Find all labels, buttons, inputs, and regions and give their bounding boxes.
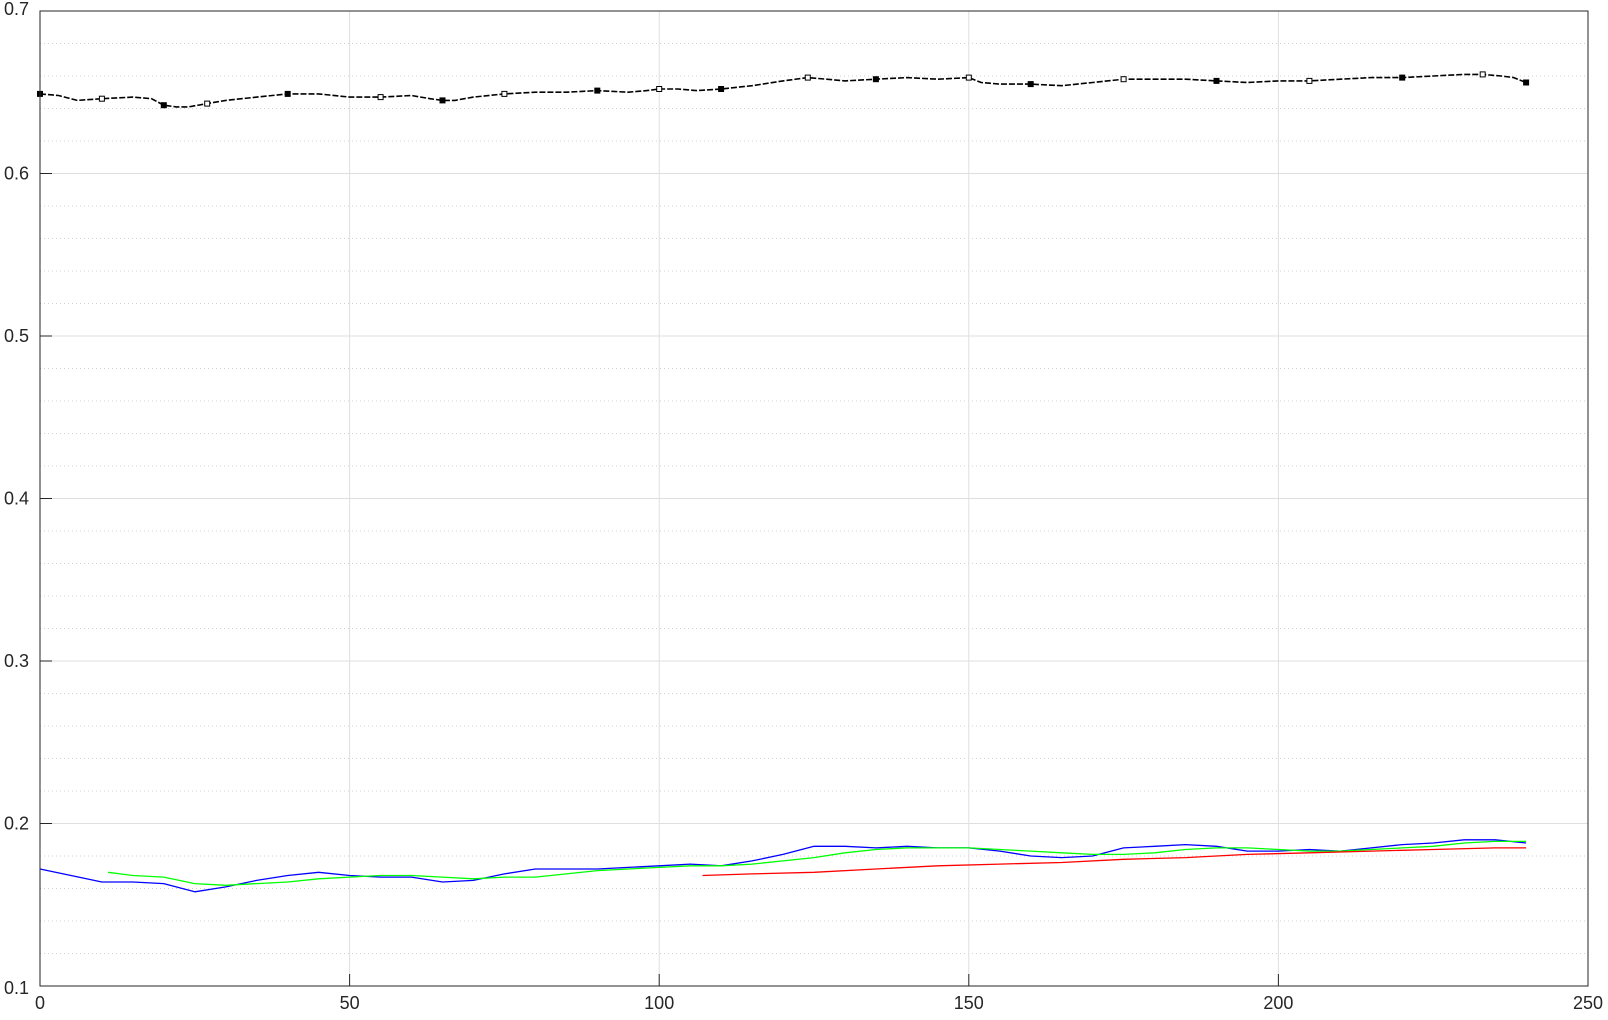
y-tick-label: 0.5 [4,326,29,346]
series-marker-0 [718,86,725,92]
series-marker-0 [1479,71,1486,78]
series-marker-0 [1523,79,1530,86]
x-tick-label: 250 [1573,993,1603,1013]
series-marker-0 [160,102,167,109]
y-tick-label: 0.1 [4,978,29,998]
series-marker-0 [804,74,811,81]
series-marker-0 [98,95,105,102]
series-marker-0 [594,87,601,94]
series-marker-0 [439,97,446,104]
series-marker-0 [1027,81,1034,88]
series-marker-0 [284,90,291,97]
y-tick-label: 0.6 [4,164,29,184]
y-tick-label: 0.4 [4,489,29,509]
series-marker-0 [1399,74,1406,81]
series-line-3 [702,847,1527,877]
x-tick-label: 50 [340,993,360,1013]
x-tick-label: 0 [35,993,45,1013]
series-marker-0 [656,86,663,92]
series-marker-0 [1213,77,1220,84]
series-marker-0 [872,76,879,83]
series-line-2 [108,840,1527,886]
axes: 0 50 100 150 200 250 0.1 0.2 0.3 0.4 0.5 0.6 0.7 [4,0,1603,1013]
series-marker-0 [1120,76,1127,83]
series-marker-0 [965,74,972,81]
x-tick-label: 100 [644,993,674,1013]
series-marker-0 [204,100,211,107]
series-marker-0 [1306,77,1313,84]
series-marker-0 [377,94,384,101]
y-tick-label: 0.7 [4,0,29,19]
x-tick-label: 150 [954,993,984,1013]
x-tick-label: 200 [1263,993,1293,1013]
series-line-1 [39,839,1527,893]
series-marker-0 [501,90,508,97]
series-layer [37,71,1530,893]
y-tick-label: 0.2 [4,814,29,834]
series-line-0 [39,73,1527,108]
y-tick-label: 0.3 [4,651,29,671]
major-gridlines [40,11,1588,986]
